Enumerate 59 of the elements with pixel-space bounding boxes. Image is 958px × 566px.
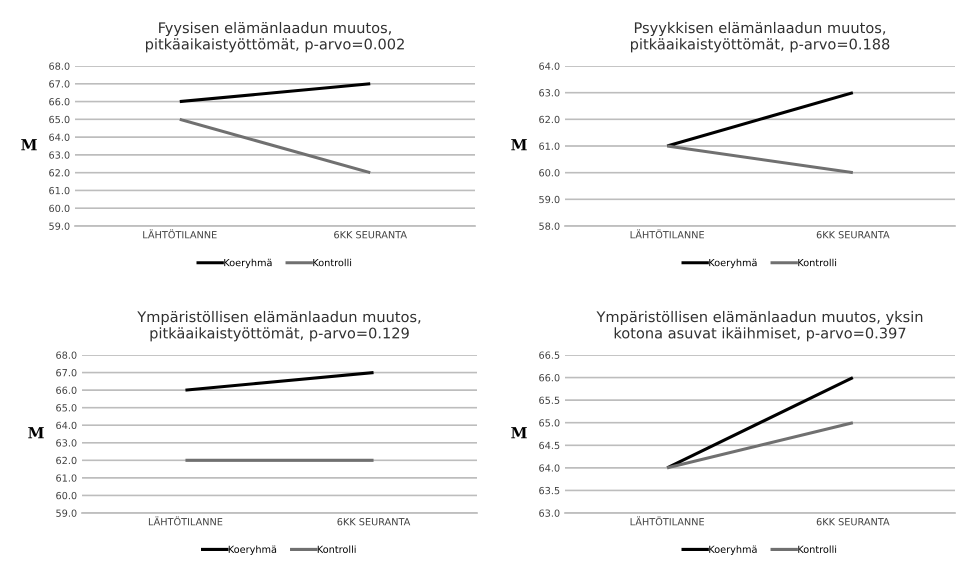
chart-title: Fyysisen elämänlaadun muutos, pitkäaikaistyöttömät, p-arvo=0.002 bbox=[146, 22, 404, 52]
legend-label: Koeryhmä bbox=[228, 545, 276, 555]
y-axis-title: M bbox=[511, 139, 527, 150]
x-tick-label: 6KK SEURANTA bbox=[334, 231, 407, 238]
y-tick-label: 63.5 bbox=[539, 486, 560, 494]
legend-label: Kontrolli bbox=[798, 258, 836, 266]
y-tick-label: 65.5 bbox=[539, 396, 560, 404]
y-tick-label: 65.0 bbox=[49, 116, 70, 124]
x-tick-label: 6KK SEURANTA bbox=[816, 518, 890, 526]
legend-label: Koeryhmä bbox=[224, 258, 272, 268]
y-tick-label: 61.0 bbox=[49, 186, 70, 194]
x-tick-label: LÄHTÖTILANNE bbox=[143, 229, 217, 238]
chart-title: Ympäristöllisen elämänlaadun muutos, pitkäaikaistyöttömät, p-arvo=0.129 bbox=[137, 310, 420, 342]
legend-label: Koeryhmä bbox=[709, 258, 757, 268]
y-tick-label: 62.0 bbox=[49, 169, 70, 176]
y-tick-label: 58.0 bbox=[539, 222, 560, 230]
y-tick-label: 66.0 bbox=[49, 98, 70, 106]
y-tick-label: 63.0 bbox=[539, 509, 560, 517]
y-tick-label: 64.0 bbox=[49, 134, 70, 141]
legend-label: Kontrolli bbox=[318, 545, 356, 553]
x-tick-label: LÄHTÖTILANNE bbox=[148, 516, 222, 526]
y-tick-label: 62.0 bbox=[539, 116, 560, 124]
y-tick-label: 63.0 bbox=[56, 439, 76, 447]
y-tick-label: 68.0 bbox=[56, 351, 76, 359]
y-tick-label: 59.0 bbox=[49, 222, 70, 230]
y-tick-label: 64.5 bbox=[539, 442, 560, 450]
y-tick-label: 60.0 bbox=[539, 169, 560, 176]
y-tick-label: 60.0 bbox=[49, 204, 70, 212]
y-tick-label: 59.0 bbox=[56, 509, 76, 517]
y-tick-label: 66.0 bbox=[539, 374, 560, 382]
y-tick-label: 66.5 bbox=[539, 351, 560, 359]
y-tick-label: 65.0 bbox=[539, 419, 560, 427]
y-tick-label: 59.0 bbox=[539, 196, 560, 204]
y-tick-label: 66.0 bbox=[56, 386, 76, 394]
y-tick-label: 61.0 bbox=[539, 142, 560, 150]
y-tick-label: 68.0 bbox=[49, 62, 70, 70]
y-tick-label: 67.0 bbox=[49, 80, 70, 88]
y-tick-label: 64.0 bbox=[56, 422, 76, 430]
x-tick-label: 6KK SEURANTA bbox=[816, 231, 890, 238]
chart-title: Ympäristöllisen elämänlaadun muutos, yksin kotona asuvat ikäihmiset, p-arvo=0.397 bbox=[596, 310, 922, 342]
x-tick-label: LÄHTÖTILANNE bbox=[630, 516, 704, 526]
y-tick-label: 65.0 bbox=[56, 404, 76, 412]
y-axis-title: M bbox=[21, 139, 37, 150]
y-tick-label: 63.0 bbox=[539, 89, 560, 96]
y-tick-label: 60.0 bbox=[56, 492, 76, 500]
legend-label: Koeryhmä bbox=[709, 545, 757, 555]
legend-label: Kontrolli bbox=[798, 545, 836, 553]
chart-title: Psyykkisen elämänlaadun muutos, pitkäaikaistyöttömät, p-arvo=0.188 bbox=[631, 22, 890, 52]
y-tick-label: 64.0 bbox=[539, 62, 560, 70]
y-tick-label: 63.0 bbox=[49, 151, 70, 159]
y-tick-label: 62.0 bbox=[56, 456, 76, 464]
y-tick-label: 61.0 bbox=[56, 474, 76, 482]
x-tick-label: 6KK SEURANTA bbox=[337, 518, 410, 526]
y-axis-title: M bbox=[28, 427, 44, 438]
y-tick-label: 67.0 bbox=[56, 369, 76, 376]
legend-label: Kontrolli bbox=[313, 258, 352, 266]
x-tick-label: LÄHTÖTILANNE bbox=[630, 229, 704, 238]
y-tick-label: 64.0 bbox=[539, 464, 560, 472]
y-axis-title: M bbox=[511, 427, 527, 438]
